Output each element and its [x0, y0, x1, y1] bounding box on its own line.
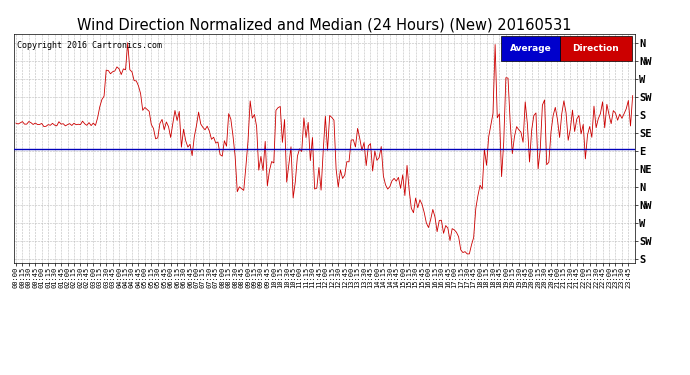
FancyBboxPatch shape: [560, 36, 632, 61]
FancyBboxPatch shape: [502, 36, 560, 61]
Text: Direction: Direction: [573, 44, 620, 53]
Title: Wind Direction Normalized and Median (24 Hours) (New) 20160531: Wind Direction Normalized and Median (24…: [77, 18, 571, 33]
Text: Average: Average: [510, 44, 552, 53]
Text: Copyright 2016 Cartronics.com: Copyright 2016 Cartronics.com: [17, 40, 162, 50]
